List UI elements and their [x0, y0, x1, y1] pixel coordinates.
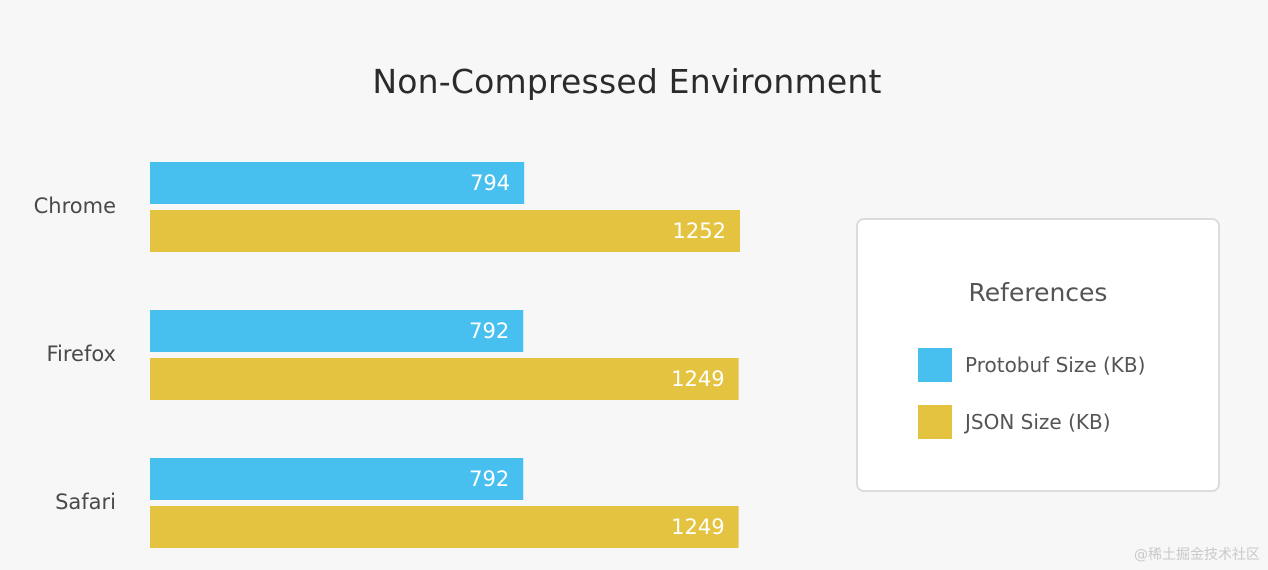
bar-chrome-json — [150, 210, 740, 252]
legend-swatch-json — [918, 405, 952, 439]
bar-value-label-firefox-json: 1249 — [671, 367, 724, 391]
watermark: @稀土掘金技术社区 — [1134, 547, 1260, 563]
legend-label-protobuf: Protobuf Size (KB) — [965, 353, 1146, 377]
bar-firefox-protobuf — [150, 310, 524, 352]
legend-swatch-protobuf — [918, 348, 952, 382]
legend: References Protobuf Size (KB) JSON Size … — [856, 218, 1220, 492]
legend-title: References — [968, 278, 1108, 307]
bar-value-label-safari-json: 1249 — [671, 515, 724, 539]
bar-chrome-protobuf — [150, 162, 525, 204]
legend-item-protobuf: Protobuf Size (KB) — [918, 348, 1145, 382]
bar-safari-protobuf — [150, 458, 524, 500]
legend-label-json: JSON Size (KB) — [965, 410, 1111, 434]
bar-safari-json — [150, 506, 739, 548]
category-label-safari: Safari — [55, 490, 116, 514]
bar-value-label-safari-protobuf: 792 — [469, 467, 509, 491]
bar-value-label-firefox-protobuf: 792 — [469, 319, 509, 343]
category-label-chrome: Chrome — [34, 194, 116, 218]
chart-title: Non-Compressed Environment — [372, 62, 882, 101]
legend-item-json: JSON Size (KB) — [918, 405, 1111, 439]
bar-value-label-chrome-protobuf: 794 — [470, 171, 510, 195]
bar-value-label-chrome-json: 1252 — [673, 219, 726, 243]
bar-firefox-json — [150, 358, 739, 400]
category-label-firefox: Firefox — [46, 342, 116, 366]
